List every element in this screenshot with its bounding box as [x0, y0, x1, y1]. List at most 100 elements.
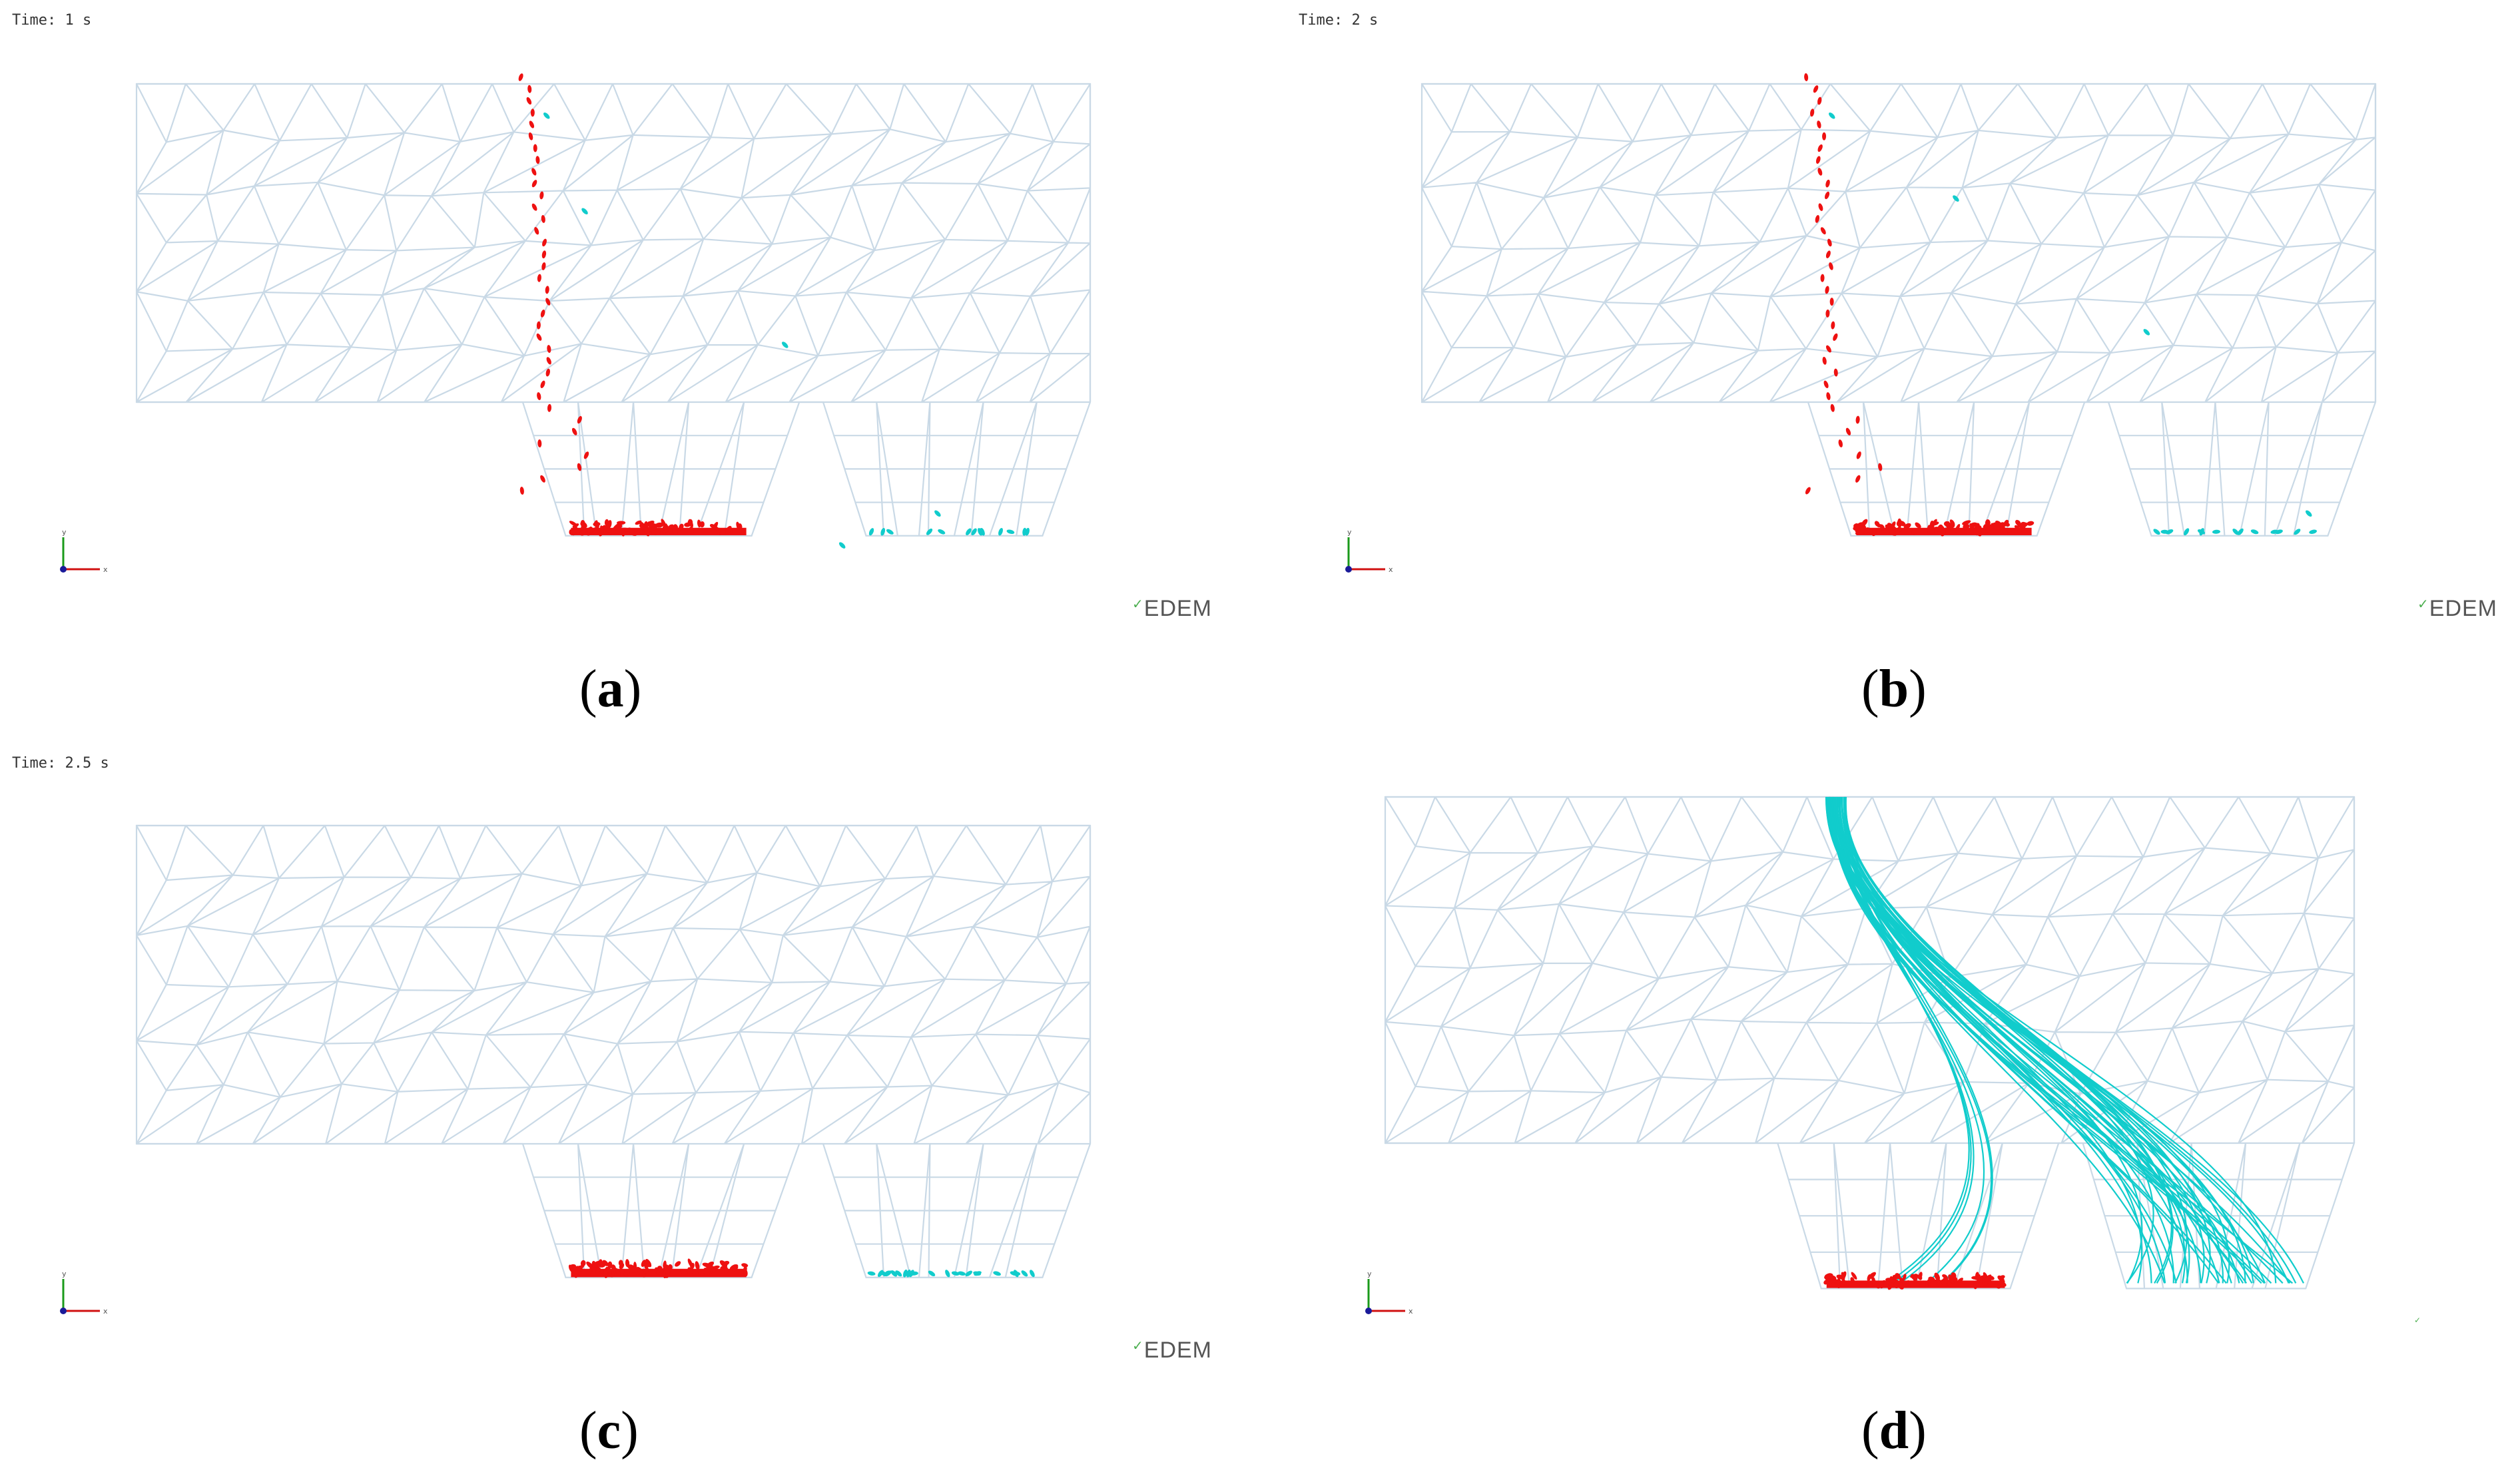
particle	[725, 525, 732, 535]
cyan-particle	[2197, 529, 2206, 535]
falling-particles	[518, 73, 941, 549]
red-particle	[540, 380, 545, 389]
time-label: Time: 1 s	[12, 12, 92, 29]
particle	[617, 521, 626, 525]
red-particle	[1825, 309, 1830, 318]
trajectory	[1829, 796, 2143, 1284]
particle	[1895, 1273, 1901, 1279]
trajectory	[1829, 796, 2143, 1284]
cyan-particle	[2153, 529, 2160, 535]
particle	[1929, 527, 1935, 533]
particle	[695, 1261, 700, 1270]
hopper-left-mesh	[533, 401, 788, 537]
red-particle	[1831, 321, 1835, 330]
red-particle	[1822, 132, 1827, 140]
particle	[1889, 530, 1896, 536]
particle	[722, 1260, 730, 1266]
simulation-view: yx	[1365, 796, 2356, 1316]
trajectory-left	[1830, 796, 1985, 1286]
particle	[724, 1267, 729, 1274]
particle	[1855, 531, 1863, 535]
cyan-particle	[2212, 529, 2220, 534]
red-particle	[1815, 156, 1821, 164]
particle	[1877, 524, 1883, 528]
red-particle	[540, 475, 545, 483]
red-particle	[528, 132, 533, 140]
particle	[1963, 524, 1967, 531]
red-pile	[1823, 1271, 2007, 1290]
particle	[1972, 531, 1980, 536]
cyan-particle	[945, 1270, 950, 1278]
particle	[1829, 1282, 1836, 1288]
particle	[637, 528, 643, 533]
particle	[1861, 519, 1868, 527]
hopper-left-mesh	[533, 1143, 788, 1278]
particle	[1971, 1276, 1979, 1280]
particle	[1949, 519, 1955, 526]
particle	[644, 1262, 649, 1270]
cyan-particle	[1953, 195, 1959, 202]
particle	[615, 1268, 621, 1276]
particle	[737, 524, 743, 530]
red-particle	[531, 168, 537, 176]
red-particle	[519, 487, 524, 495]
red-particle	[1829, 262, 1833, 270]
red-particle	[1825, 345, 1831, 353]
cyan-particle	[877, 1270, 884, 1277]
y-axis-label: y	[1367, 1270, 1372, 1278]
edem-logo: ✓EDEM	[1132, 1338, 1212, 1363]
cyan-particle	[973, 1271, 981, 1276]
particle	[1928, 1276, 1935, 1282]
red-particle	[1810, 109, 1815, 117]
cyan-particle	[934, 510, 941, 517]
particle	[741, 1263, 749, 1268]
particle	[1841, 1272, 1845, 1280]
red-particle	[1825, 286, 1829, 294]
cyan-particle	[965, 1270, 972, 1276]
particle	[1841, 1278, 1846, 1285]
particle	[2016, 520, 2021, 527]
particle	[615, 524, 623, 530]
particle	[572, 1265, 578, 1273]
cyan-particle	[998, 528, 1003, 536]
mesh-lines	[1421, 83, 2377, 403]
particle	[1859, 1282, 1867, 1288]
particle	[1986, 525, 1994, 531]
cyan-particle	[928, 1270, 936, 1277]
particle	[594, 1270, 601, 1276]
trajectory	[1829, 796, 2277, 1284]
y-axis-label: y	[62, 528, 67, 537]
mesh-lines	[1385, 796, 2356, 1144]
red-particle	[526, 97, 532, 105]
particle	[645, 1258, 652, 1268]
cyan-particle	[782, 342, 788, 348]
red-particle	[541, 250, 547, 259]
cyan-particle	[868, 528, 874, 536]
particle	[1889, 1276, 1894, 1282]
red-pile	[1853, 518, 2035, 537]
cyan-particle	[938, 529, 946, 535]
trajectory-left	[1833, 796, 1975, 1286]
particle	[579, 530, 587, 536]
red-particle	[1813, 85, 1819, 93]
axis-origin	[60, 1308, 67, 1314]
particle	[1897, 527, 1903, 532]
cyan-particle	[2294, 529, 2301, 535]
time-label: Time: 2 s	[1299, 12, 1379, 29]
particle	[647, 520, 655, 525]
particle	[688, 519, 693, 528]
axis-origin	[60, 566, 67, 573]
trajectory	[1837, 796, 2190, 1284]
particle	[1867, 1274, 1871, 1282]
red-pile	[569, 519, 747, 537]
particle	[1969, 523, 1975, 532]
particle	[661, 519, 667, 527]
red-particle	[1817, 144, 1823, 152]
coordinate-axes: yx	[60, 1270, 108, 1316]
cyan-floor-particles	[867, 1269, 1035, 1278]
red-pile	[568, 1258, 749, 1278]
red-particle	[1833, 368, 1838, 377]
particle	[1911, 528, 1917, 535]
leaf-icon: ✓	[2414, 1316, 2422, 1325]
particle	[1930, 1282, 1939, 1288]
